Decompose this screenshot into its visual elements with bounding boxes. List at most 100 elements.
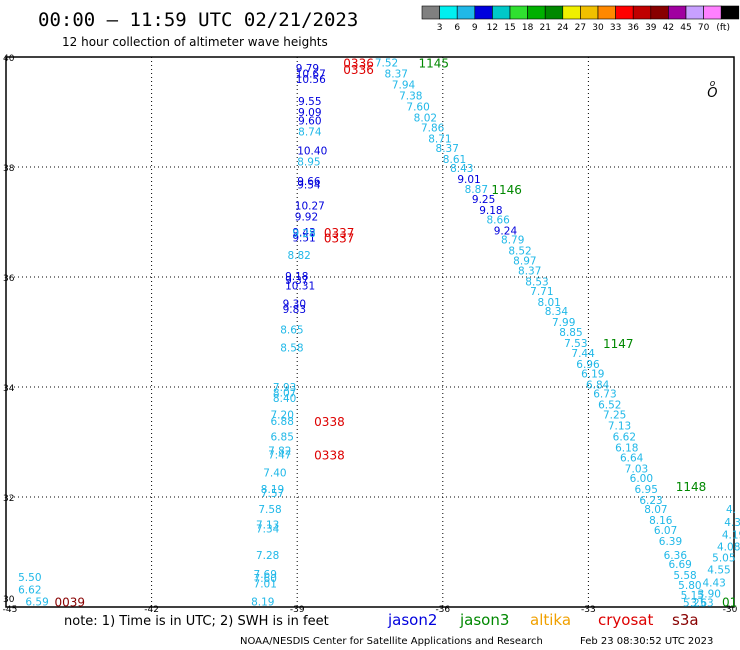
scale-label: 18	[522, 23, 534, 33]
wave-height-value: 9.79	[296, 63, 319, 75]
wave-height-value: 4.3	[724, 517, 740, 529]
wave-height-value: 6.00	[630, 473, 653, 485]
wave-height-value: 6.36	[664, 550, 688, 562]
wave-height-value: 3.90	[698, 588, 721, 600]
wave-height-value: 8.07	[273, 388, 296, 400]
wave-height-color-scale: 3 6 9 12 15 18 21 24 27 30 33 36 39 42 45 70 (ft)	[421, 5, 740, 33]
page-title: 00:00 – 11:59 UTC 02/21/2023	[38, 9, 358, 31]
wave-height-value: 8.19	[261, 484, 284, 496]
scale-label: 9	[472, 23, 478, 33]
wave-height-value: 7.86	[421, 122, 445, 134]
wave-height-value: 9.51	[292, 232, 315, 244]
wave-height-value: 8.74	[298, 126, 322, 138]
wave-height-value: 7.38	[399, 91, 422, 103]
scale-label: 3	[437, 23, 443, 33]
wave-height-value: 8.40	[273, 393, 296, 405]
wave-height-value: 9.18	[285, 271, 308, 283]
wave-height-value: 7.20	[271, 410, 294, 422]
scale-swatch	[527, 5, 546, 20]
wave-height-value: 8.37	[518, 265, 541, 277]
map-marker: O	[707, 86, 717, 101]
wave-height-value: 8.61	[443, 154, 466, 166]
scale-label: 6	[454, 23, 460, 33]
lat-tick-label: 32	[3, 494, 14, 504]
map-grid	[6, 57, 734, 607]
wave-height-value: 8.01	[537, 297, 560, 309]
wave-height-value: 7.03	[625, 463, 648, 475]
wave-height-value: 4.19	[722, 529, 740, 541]
scale-label: 30	[592, 23, 604, 33]
wave-height-value: 6.85	[271, 432, 294, 444]
wave-height-value: 7.28	[256, 550, 279, 562]
pass-time-label: 0338	[314, 415, 345, 429]
wave-height-value: 6.07	[654, 525, 677, 537]
scale-swatch	[685, 5, 704, 20]
wave-height-value: 7.25	[603, 410, 626, 422]
scale-swatch	[597, 5, 616, 20]
scale-swatch	[492, 5, 511, 20]
scale-swatch	[474, 5, 493, 20]
wave-height-value: 10.40	[297, 146, 327, 158]
pass-time-label: 0336	[343, 57, 374, 71]
wave-height-value: 4.08	[717, 542, 740, 554]
units-note: note: 1) Time is in UTC; 2) SWH is in fe…	[64, 614, 329, 629]
scale-swatch	[544, 5, 564, 20]
legend-jason2: jason2	[387, 611, 437, 629]
lon-tick-label: -39	[290, 605, 305, 615]
scale-swatch	[668, 5, 687, 20]
scale-swatch	[456, 5, 476, 20]
wave-height-value: 9.28	[292, 228, 315, 240]
lon-tick-label: -42	[144, 605, 159, 615]
wave-height-value: 6.84	[586, 379, 610, 391]
wave-height-value: 6.73	[593, 389, 616, 401]
scale-label: 21	[539, 23, 550, 33]
page-subtitle: 12 hour collection of altimeter wave hei…	[62, 35, 328, 49]
wave-height-value: 8.53	[525, 276, 548, 288]
wave-height-value: 6.39	[659, 536, 682, 548]
scale-label: 12	[487, 23, 498, 33]
scale-label: 70	[698, 23, 710, 33]
wave-height-value: 6.18	[615, 443, 638, 455]
wave-height-value: 6.95	[635, 484, 658, 496]
wave-height-value: 8.43	[450, 163, 473, 175]
wave-height-value: 8.02	[414, 113, 437, 125]
pass-time-label: 0039	[55, 596, 86, 610]
wave-height-value: 8.65	[280, 324, 303, 336]
scale-label: 24	[557, 23, 569, 33]
lon-tick-label: -30	[723, 605, 738, 615]
wave-height-value: 6.19	[581, 368, 604, 380]
wave-height-value: 7.93	[273, 382, 296, 394]
scale-swatch	[650, 5, 669, 20]
wave-height-value: 9.43	[292, 227, 315, 239]
wave-height-value: 7.44	[571, 348, 595, 360]
wave-height-value: 9.54	[297, 180, 321, 192]
wave-height-value: 8.66	[486, 214, 510, 226]
legend-jason3: jason3	[459, 611, 509, 629]
wave-height-value: 10.31	[285, 280, 315, 292]
wave-height-value: 7.53	[564, 338, 587, 350]
pass-time-label: 0336	[343, 63, 374, 77]
wave-height-value: 7.71	[530, 286, 553, 298]
wave-height-value: 8.07	[644, 504, 667, 516]
lon-tick-label: -33	[581, 605, 596, 615]
wave-height-value: 8.37	[436, 143, 459, 155]
wave-height-value: 8.37	[385, 69, 408, 81]
wave-height-value: 8.97	[513, 256, 536, 268]
wave-height-value: 9.83	[283, 304, 306, 316]
wave-height-value: 9.25	[472, 194, 495, 206]
wave-height-value: 7.47	[268, 450, 291, 462]
wave-height-value: 9.18	[479, 205, 502, 217]
lat-tick-label: 40	[3, 54, 15, 64]
wave-height-value: 8.71	[428, 133, 451, 145]
pass-time-label: 1145	[419, 57, 450, 71]
wave-height-value: 8.79	[501, 235, 524, 247]
wave-height-value: 7.60	[406, 102, 429, 114]
scale-swatch	[509, 5, 528, 20]
pass-time-label: 0338	[314, 449, 345, 463]
wave-height-value: 9.55	[298, 96, 321, 108]
lon-tick-label: -36	[435, 605, 450, 615]
map-frame	[5, 56, 735, 608]
credit-line: NOAA/NESDIS Center for Satellite Applica…	[240, 636, 543, 647]
wave-height-value: 9.92	[295, 212, 318, 224]
wave-height-value: 9.09	[298, 107, 321, 119]
